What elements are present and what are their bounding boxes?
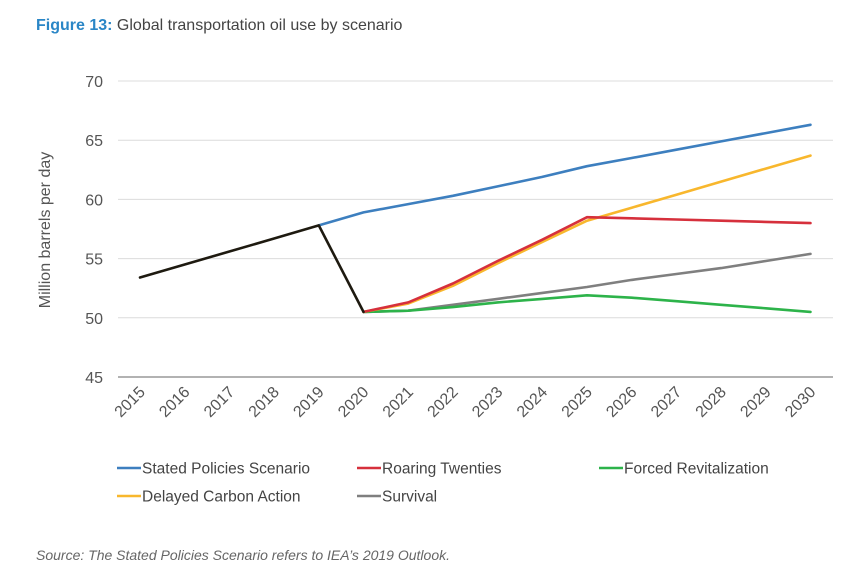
y-axis-ticks: 45 50 55 60 65 70 [85,74,103,387]
x-axis-ticks: 2015 2016 2017 2018 2019 2020 2021 2022 2023 2024… [112,384,820,421]
y-tick-label: 55 [85,252,103,269]
title-text: Global transportation oil use by scenari… [116,17,403,34]
y-tick-label: 50 [85,311,103,328]
x-tick-label: 2027 [648,384,685,421]
legend-label-survival: Survival [382,489,437,506]
y-tick-label: 60 [85,192,103,209]
x-tick-label: 2029 [737,384,774,421]
series-line-delayed-carbon-action [362,154,812,314]
source-note: Source: The Stated Policies Scenario ref… [36,547,450,563]
y-tick-label: 45 [85,370,103,387]
series-line-survival [362,252,812,314]
figure-label: Figure 13: [36,17,113,34]
series-line-forced-revitalization [362,293,812,314]
legend-label-roaring-twenties: Roaring Twenties [382,461,502,478]
x-tick-label: 2019 [290,384,327,421]
x-tick-label: 2026 [603,384,640,421]
legend-label-delayed-carbon-action: Delayed Carbon Action [142,489,301,506]
x-tick-label: 2030 [782,384,819,421]
x-tick-label: 2028 [693,384,730,421]
y-tick-label: 65 [85,133,103,150]
x-tick-label: 2023 [469,384,506,421]
x-tick-label: 2018 [246,384,283,421]
x-tick-label: 2016 [156,384,193,421]
y-tick-label: 70 [85,74,103,91]
gridlines [118,80,833,378]
x-tick-label: 2021 [380,384,417,421]
series-line-historical [138,224,365,314]
x-tick-label: 2017 [201,384,238,421]
legend: Stated Policies Scenario Roaring Twenties… [117,461,769,506]
chart-title: Figure 13: Global transportation oil use… [36,17,402,35]
series-line-stated-policies-scenario [317,123,812,227]
x-tick-label: 2025 [559,384,596,421]
x-tick-label: 2020 [335,384,372,421]
y-axis-label: Million barrels per day [37,152,54,309]
series-line-roaring-twenties [362,215,812,314]
series-lines [138,123,812,314]
x-tick-label: 2024 [514,384,551,421]
legend-label-forced-revitalization: Forced Revitalization [624,461,769,478]
legend-label-stated-policies-scenario: Stated Policies Scenario [142,461,310,478]
x-tick-label: 2015 [112,384,149,421]
x-tick-label: 2022 [425,384,462,421]
